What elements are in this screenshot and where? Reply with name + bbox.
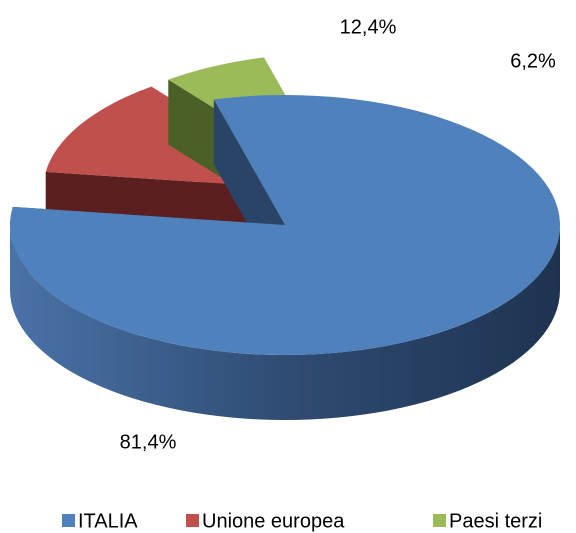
data-label: 81,4%: [120, 431, 177, 453]
data-label: 6,2%: [510, 50, 556, 72]
labels: 12,4% 6,2% 81,4%: [120, 16, 556, 453]
legend: ITALIA Unione europea Paesi terzi: [62, 510, 542, 532]
data-label: 12,4%: [340, 16, 397, 38]
legend-swatch: [433, 514, 446, 527]
legend-swatch: [186, 514, 199, 527]
pie: [9, 57, 560, 420]
legend-label: ITALIA: [78, 510, 138, 532]
slice-side: [10, 225, 560, 420]
legend-label: Unione europea: [202, 510, 345, 532]
legend-label: Paesi terzi: [449, 510, 542, 532]
legend-swatch: [62, 514, 75, 527]
slice: [9, 95, 560, 355]
